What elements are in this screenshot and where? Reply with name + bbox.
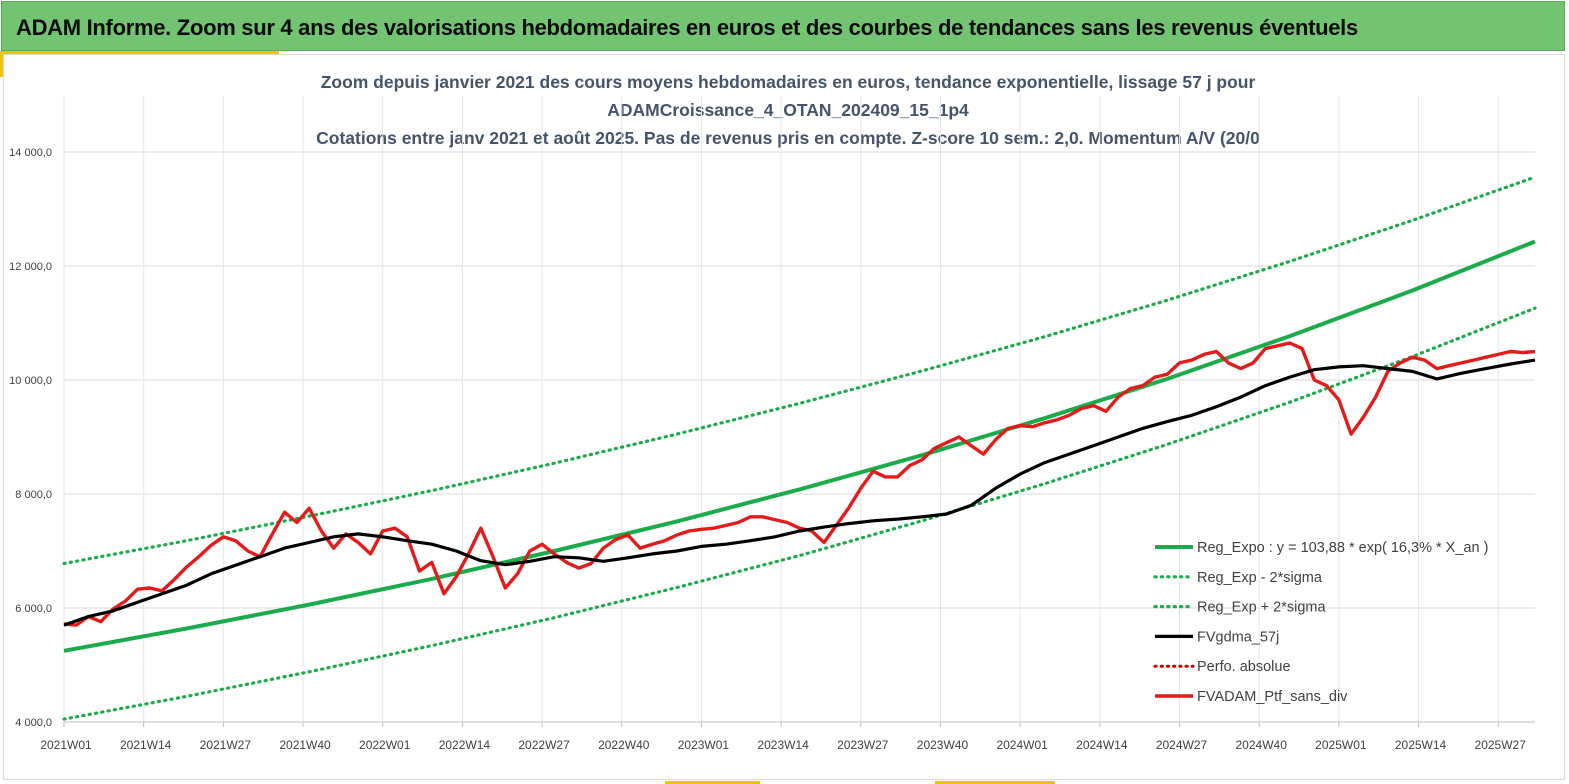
x-tick-label: 2023W27 xyxy=(837,738,889,752)
legend-label: Reg_Exp + 2*sigma xyxy=(1197,600,1326,616)
report-banner: ADAM Informe. Zoom sur 4 ans des valoris… xyxy=(1,1,1565,51)
x-tick-label: 2021W14 xyxy=(120,738,172,752)
series-line-5 xyxy=(63,341,1536,627)
report-title: ADAM Informe. Zoom sur 4 ans des valoris… xyxy=(16,15,1358,40)
legend-label: FVADAM_Ptf_sans_div xyxy=(1197,689,1348,705)
x-tick-label: 2022W27 xyxy=(518,738,570,752)
y-tick-label: 14 000,0 xyxy=(9,147,52,159)
series-line-0 xyxy=(63,239,1536,653)
y-tick-label: 10 000,0 xyxy=(9,375,52,387)
chart-series xyxy=(62,175,1537,721)
x-tick-label: 2023W40 xyxy=(917,738,969,752)
x-tick-label: 2024W01 xyxy=(996,738,1048,752)
legend-label: Reg_Expo : y = 103,88 * exp( 16,3% * X_a… xyxy=(1197,540,1488,556)
series-line-3 xyxy=(63,358,1536,627)
y-tick-label: 8 000,0 xyxy=(15,489,52,501)
chart-title-line: Cotations entre janv 2021 et août 2025. … xyxy=(316,128,1260,148)
chart-title-line: ADAMCroissance_4_OTAN_202409_15_1p4 xyxy=(607,100,969,120)
y-tick-label: 6 000,0 xyxy=(15,603,52,615)
accent-bar-bottom xyxy=(665,781,760,784)
y-tick-label: 4 000,0 xyxy=(15,717,52,729)
accent-bar-bottom xyxy=(935,781,1055,784)
chart-area xyxy=(3,54,1565,780)
chart-title-line: Zoom depuis janvier 2021 des cours moyen… xyxy=(321,72,1256,92)
grid-lines xyxy=(63,95,1535,723)
accent-bar-left xyxy=(0,51,4,77)
x-tick-label: 2022W14 xyxy=(439,738,491,752)
x-tick-label: 2022W40 xyxy=(598,738,650,752)
chart-title: Zoom depuis janvier 2021 des cours moyen… xyxy=(316,72,1260,148)
accent-bar-top xyxy=(4,51,279,54)
x-tick-label: 2023W14 xyxy=(757,738,809,752)
x-tick-label: 2021W01 xyxy=(40,738,92,752)
legend-label: Reg_Exp - 2*sigma xyxy=(1197,570,1323,586)
x-tick-label: 2024W14 xyxy=(1076,738,1128,752)
legend-label: Perfo. absolue xyxy=(1197,659,1291,675)
x-tick-label: 2024W27 xyxy=(1156,738,1208,752)
x-tick-label: 2021W27 xyxy=(200,738,252,752)
legend-label: FVgdma_57j xyxy=(1197,629,1279,645)
x-tick-label: 2025W01 xyxy=(1315,738,1367,752)
x-tick-label: 2021W40 xyxy=(279,738,331,752)
x-tick-label: 2025W27 xyxy=(1475,738,1527,752)
x-axis: 2021W01 2021W14 2021W27 2021W40 2022W01 2022W… xyxy=(40,721,1535,752)
series-line-1 xyxy=(62,306,1537,721)
x-tick-label: 2024W40 xyxy=(1236,738,1288,752)
series-line-2 xyxy=(62,175,1537,566)
y-axis: 4 000,0 6 000,0 8 000,0 10 000,0 12 000,0 14 … xyxy=(9,147,52,729)
x-tick-label: 2022W01 xyxy=(359,738,411,752)
chart-legend: Reg_Expo : y = 103,88 * exp( 16,3% * X_a… xyxy=(1153,540,1488,705)
y-tick-label: 12 000,0 xyxy=(9,261,52,273)
x-tick-label: 2023W01 xyxy=(678,738,730,752)
x-tick-label: 2025W14 xyxy=(1395,738,1447,752)
